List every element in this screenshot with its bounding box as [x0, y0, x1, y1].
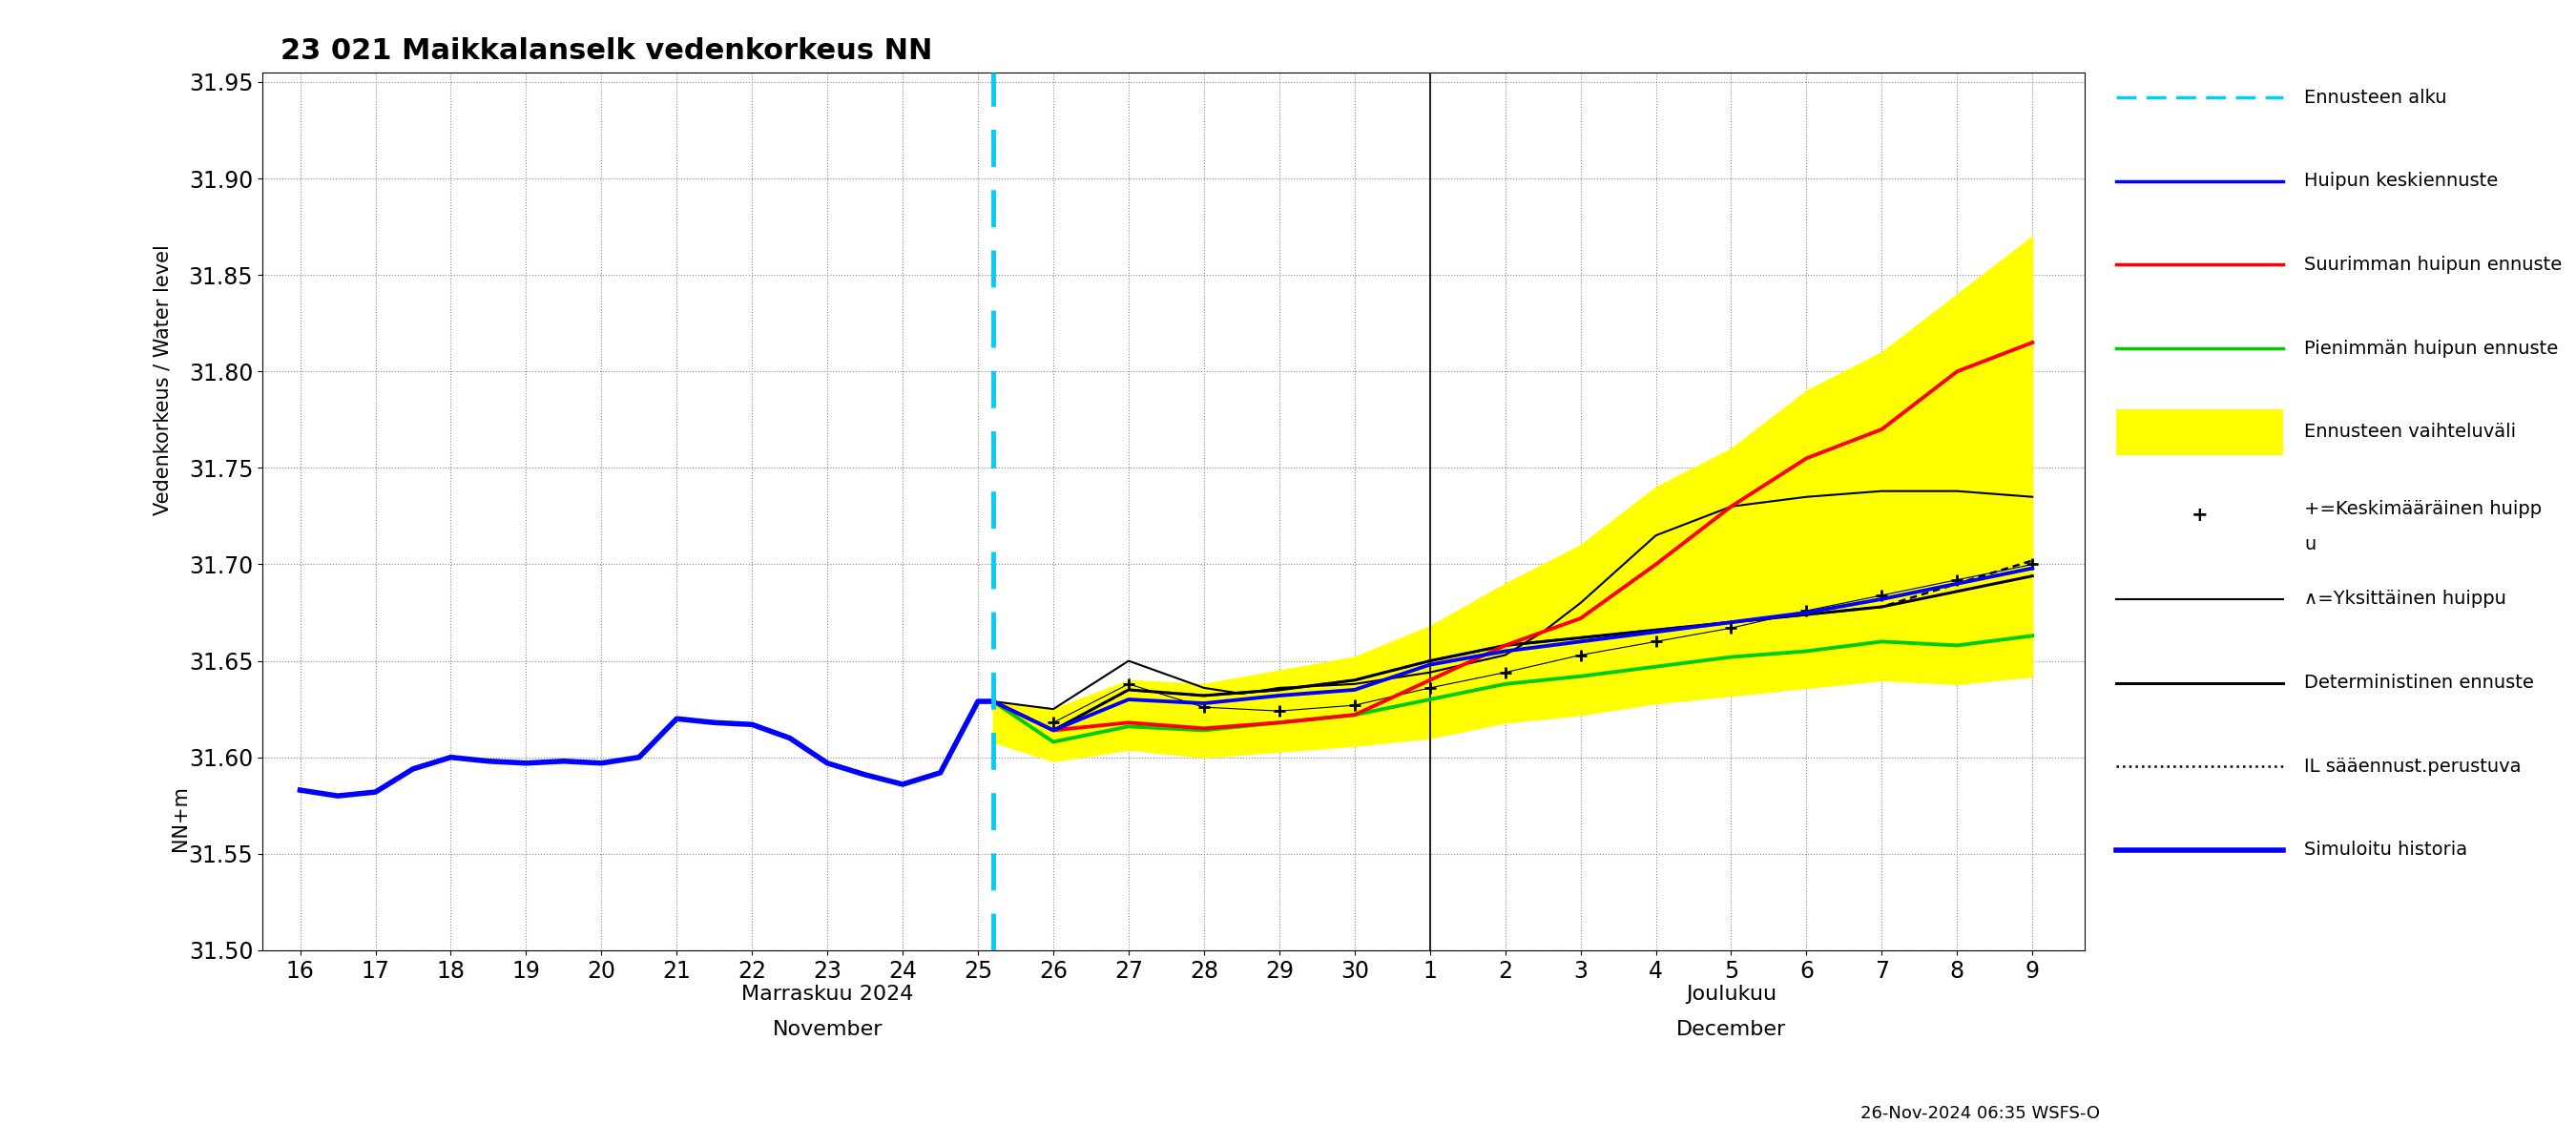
Text: IL sääennust.perustuva: IL sääennust.perustuva: [2303, 757, 2522, 775]
Text: NN+m: NN+m: [170, 785, 191, 852]
Text: 26-Nov-2024 06:35 WSFS-O: 26-Nov-2024 06:35 WSFS-O: [1860, 1105, 2099, 1122]
Text: Vedenkorkeus / Water level: Vedenkorkeus / Water level: [152, 244, 173, 515]
Text: +=Keskimääräinen huipp: +=Keskimääräinen huipp: [2303, 499, 2543, 518]
Text: Joulukuu: Joulukuu: [1685, 985, 1777, 1004]
Text: 23 021 Maikkalanselk vedenkorkeus NN: 23 021 Maikkalanselk vedenkorkeus NN: [281, 37, 933, 65]
Text: Simuloitu historia: Simuloitu historia: [2303, 840, 2468, 859]
Text: December: December: [1677, 1020, 1785, 1039]
Text: Huipun keskiennuste: Huipun keskiennuste: [2303, 172, 2499, 190]
Text: +: +: [2192, 506, 2208, 526]
Text: Suurimman huipun ennuste: Suurimman huipun ennuste: [2303, 255, 2563, 274]
Text: November: November: [773, 1020, 884, 1039]
Text: Pienimmän huipun ennuste: Pienimmän huipun ennuste: [2303, 339, 2558, 357]
Text: ∧=Yksittäinen huippu: ∧=Yksittäinen huippu: [2303, 590, 2506, 608]
Text: Ennusteen alku: Ennusteen alku: [2303, 88, 2447, 106]
Text: Marraskuu 2024: Marraskuu 2024: [742, 985, 914, 1004]
Text: Deterministinen ennuste: Deterministinen ennuste: [2303, 673, 2535, 692]
Text: u: u: [2303, 536, 2316, 554]
Text: Ennusteen vaihteluväli: Ennusteen vaihteluväli: [2303, 423, 2517, 441]
